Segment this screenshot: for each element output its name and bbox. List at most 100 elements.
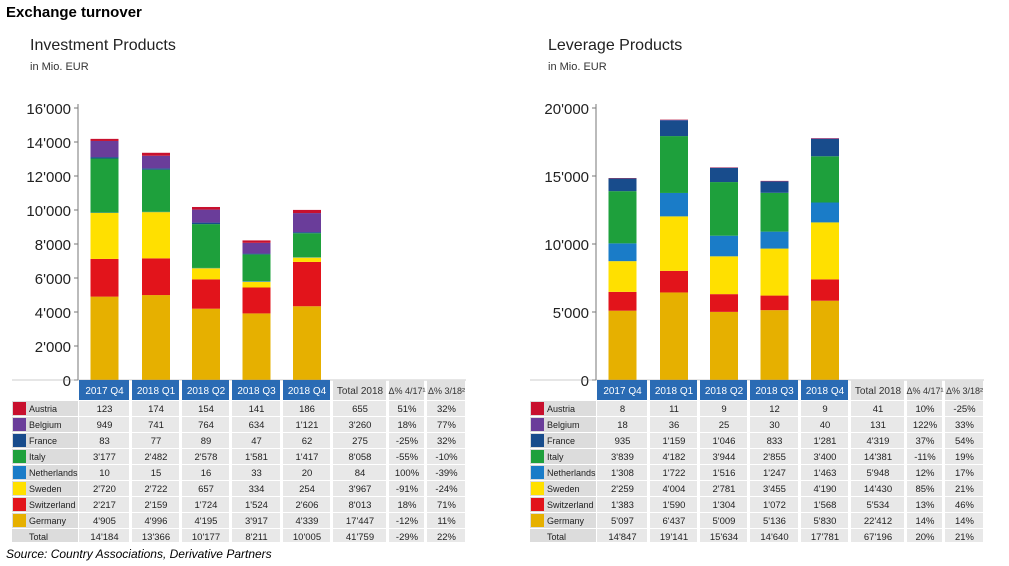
table-cell <box>907 433 942 448</box>
bar-segment <box>242 242 271 254</box>
bar-segment <box>142 295 170 380</box>
table-cell-value: 6'437 <box>663 516 686 527</box>
table-header-cell <box>801 380 848 400</box>
table-label-cell <box>530 417 596 432</box>
table-cell-value: 33 <box>251 468 262 479</box>
bar-segment <box>660 292 688 380</box>
table-cell <box>232 513 280 528</box>
chart-title: Investment Products <box>30 37 176 54</box>
table-cell <box>945 465 983 480</box>
table-cell-value: -10% <box>435 452 458 463</box>
table-cell-value: 41 <box>873 404 884 415</box>
table-header-label: 2018 Q1 <box>137 386 176 397</box>
bar-segment <box>660 270 688 293</box>
table-cell-value: 2'855 <box>763 452 786 463</box>
table-cell <box>389 401 424 416</box>
legend-label: Italy <box>547 452 564 462</box>
legend-swatch <box>531 434 544 447</box>
table-cell <box>333 417 386 432</box>
table-label-cell <box>12 481 78 496</box>
table-cell <box>907 465 942 480</box>
table-cell-value: 47 <box>251 436 262 447</box>
table-cell <box>182 529 229 542</box>
table-header-cell <box>597 380 647 400</box>
table-cell <box>427 513 465 528</box>
table-cell-value: 9 <box>822 404 827 415</box>
table-cell <box>597 465 647 480</box>
table-cell-value: 186 <box>299 404 315 415</box>
table-cell-value: 2'159 <box>145 500 168 511</box>
table-cell <box>700 401 747 416</box>
table-cell-value: 949 <box>97 420 113 431</box>
table-cell-value: 2'578 <box>195 452 218 463</box>
table-cell-value: 62 <box>302 436 313 447</box>
table-cell <box>232 481 280 496</box>
bar-segment <box>608 291 637 311</box>
table-cell-value: 100% <box>395 468 420 479</box>
table-cell-value: 4'905 <box>93 516 116 527</box>
table-label-cell <box>12 529 78 542</box>
table-cell-value: 1'722 <box>663 468 686 479</box>
bar-segment <box>710 235 738 257</box>
table-cell-value: -91% <box>396 484 419 495</box>
table-label-cell <box>530 481 596 496</box>
bar-segment <box>760 310 789 380</box>
table-cell <box>427 497 465 512</box>
table-cell <box>283 417 330 432</box>
table-cell <box>283 481 330 496</box>
table-cell-value: 5'009 <box>713 516 736 527</box>
table-cell <box>182 401 229 416</box>
table-cell-value: 4'339 <box>296 516 319 527</box>
y-tick-label: 5'000 <box>553 305 589 322</box>
bar-segment <box>142 258 170 296</box>
table-cell <box>597 497 647 512</box>
table-cell-value: 4'996 <box>145 516 168 527</box>
table-cell-value: 8'211 <box>245 532 267 542</box>
table-cell-value: 254 <box>299 484 315 495</box>
table-cell-value: 11% <box>437 516 456 527</box>
chart-subtitle: in Mio. EUR <box>30 61 89 73</box>
table-cell-value: 1'308 <box>611 468 634 479</box>
legend-swatch <box>13 482 26 495</box>
table-cell-value: 833 <box>767 436 783 447</box>
table-cell <box>182 497 229 512</box>
table-cell <box>907 497 942 512</box>
table-header-cell <box>907 380 942 400</box>
table-header-label: Δ% 4/17¹ <box>906 386 943 396</box>
table-cell-value: 54% <box>955 436 975 447</box>
legend-label: Sweden <box>29 484 62 494</box>
table-cell <box>283 449 330 464</box>
table-cell-value: 2'606 <box>296 500 319 511</box>
table-cell-value: 5'534 <box>867 500 890 511</box>
chart-title: Leverage Products <box>548 37 683 54</box>
table-header-cell <box>182 380 229 400</box>
table-cell-value: -25% <box>396 436 419 447</box>
table-cell <box>851 417 904 432</box>
table-cell-value: 1'046 <box>713 436 736 447</box>
bar-segment <box>192 224 220 268</box>
table-cell-value: 3'260 <box>349 420 372 431</box>
legend-label: Netherlands <box>547 468 596 478</box>
leverage-products-panel: Leverage Products in Mio. EUR 0 5'000 10'0… <box>530 34 1000 542</box>
table-cell <box>907 417 942 432</box>
table-cell-value: 19'141 <box>660 532 688 542</box>
bar-segment <box>142 152 170 156</box>
y-tick-label: 15'000 <box>544 169 589 186</box>
table-cell <box>801 529 848 542</box>
table-cell-value: 10'005 <box>293 532 321 542</box>
table-cell <box>232 401 280 416</box>
table-cell-value: -55% <box>396 452 419 463</box>
bar-segment <box>608 261 637 292</box>
table-cell-value: 3'177 <box>93 452 116 463</box>
table-cell <box>389 513 424 528</box>
y-tick-label: 10'000 <box>544 237 589 254</box>
table-cell <box>79 529 129 542</box>
table-cell-value: 154 <box>198 404 214 415</box>
bar-segment <box>142 212 170 259</box>
table-cell <box>945 497 983 512</box>
table-cell <box>79 401 129 416</box>
table-cell <box>851 433 904 448</box>
table-cell-value: 4'182 <box>663 452 686 463</box>
table-cell <box>700 497 747 512</box>
table-cell <box>232 433 280 448</box>
